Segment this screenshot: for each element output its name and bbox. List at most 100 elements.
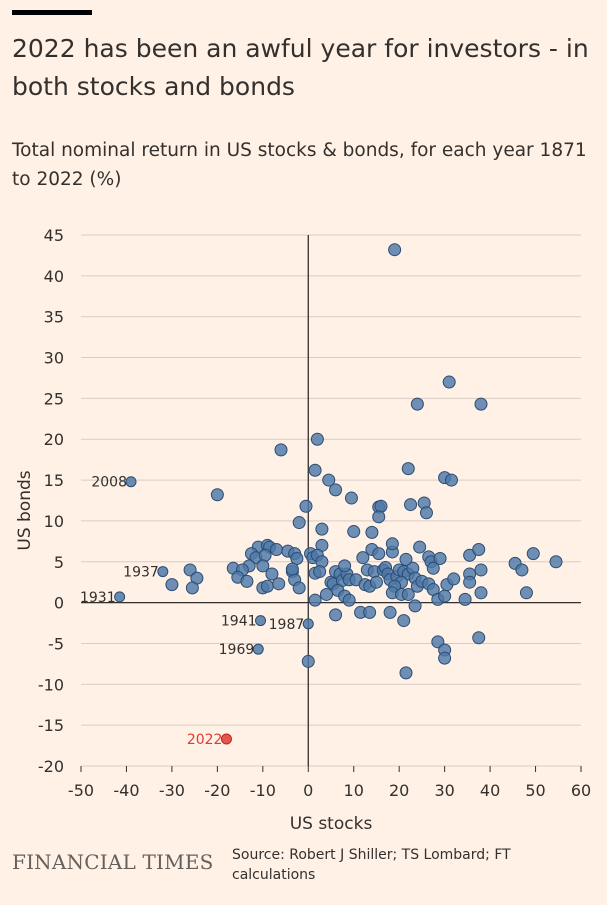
data-point	[329, 483, 343, 497]
x-tick-label: -10	[250, 781, 276, 800]
data-point	[426, 561, 440, 575]
y-tick-label: 20	[44, 430, 64, 449]
data-point	[165, 578, 179, 592]
ft-logo: FINANCIAL TIMES	[12, 850, 214, 874]
data-point	[256, 559, 270, 573]
x-tick-label: 50	[525, 781, 545, 800]
data-point	[397, 614, 411, 628]
x-tick-label: 60	[571, 781, 591, 800]
data-point	[474, 586, 488, 600]
x-tick-label: -30	[159, 781, 185, 800]
data-point	[308, 463, 322, 477]
data-point	[399, 552, 413, 566]
chart-title: 2022 has been an awful year for investor…	[12, 34, 589, 101]
x-tick-label: -50	[68, 781, 94, 800]
data-point	[374, 499, 388, 513]
x-tick-label: 0	[303, 781, 313, 800]
y-tick-label: 15	[44, 471, 64, 490]
data-point	[260, 579, 274, 593]
labeled-data-point	[255, 615, 267, 627]
data-points	[165, 243, 563, 680]
point-annotation: 1969	[219, 642, 255, 658]
source-note: Source: Robert J Shiller; TS Lombard; FT…	[232, 847, 511, 883]
data-point	[315, 522, 329, 536]
data-point	[185, 581, 199, 595]
y-tick-label: -10	[38, 675, 64, 694]
data-point	[372, 510, 386, 524]
y-axis-label: US bonds	[15, 470, 35, 550]
data-point	[258, 548, 272, 562]
data-point	[442, 375, 456, 389]
chart-subtitle: Total nominal return in US stocks & bond…	[12, 140, 587, 190]
data-point	[401, 462, 415, 476]
point-annotation: 1937	[123, 565, 159, 581]
data-point	[458, 592, 472, 606]
data-point	[338, 559, 352, 573]
labeled-data-point	[114, 591, 126, 603]
x-tick-label: 20	[389, 781, 409, 800]
x-tick-label: -20	[204, 781, 230, 800]
data-point	[515, 563, 529, 577]
data-point	[322, 473, 336, 487]
data-point	[308, 593, 322, 607]
y-tick-label: -20	[38, 757, 64, 776]
y-tick-label: 0	[54, 594, 64, 613]
data-point	[444, 473, 458, 487]
data-point	[210, 488, 224, 502]
data-point	[347, 525, 361, 539]
data-point	[472, 631, 486, 645]
data-point	[272, 577, 286, 591]
brand-bar	[12, 10, 92, 15]
y-tick-label: 40	[44, 267, 64, 286]
data-point	[363, 605, 377, 619]
data-point	[404, 498, 418, 512]
data-point	[399, 666, 413, 680]
data-point	[301, 654, 315, 668]
zero-axes	[81, 235, 581, 766]
data-point	[549, 555, 563, 569]
y-tick-label: 5	[54, 553, 64, 572]
data-point	[474, 563, 488, 577]
data-point	[319, 587, 333, 601]
data-point	[292, 581, 306, 595]
data-point	[372, 547, 386, 561]
labeled-data-point	[252, 643, 264, 655]
data-point	[313, 565, 327, 579]
data-point	[408, 599, 422, 613]
labeled-data-point	[125, 476, 137, 488]
point-annotation: 2022	[187, 732, 223, 748]
data-point	[269, 543, 283, 557]
point-annotation: 1931	[80, 590, 116, 606]
y-tick-label: 45	[44, 226, 64, 245]
data-point	[474, 397, 488, 411]
data-point	[240, 574, 254, 588]
data-point	[419, 506, 433, 520]
y-tick-label: 35	[44, 308, 64, 327]
data-point	[285, 562, 299, 576]
x-tick-label: -40	[113, 781, 139, 800]
y-tick-label: -15	[38, 716, 64, 735]
data-point	[383, 605, 397, 619]
labeled-data-point	[302, 618, 314, 630]
data-point	[388, 243, 402, 257]
x-tick-label: 30	[434, 781, 454, 800]
data-point	[344, 491, 358, 505]
y-tick-label: -5	[48, 634, 64, 653]
data-point	[438, 651, 452, 665]
data-point	[433, 552, 447, 566]
data-point	[463, 575, 477, 589]
data-point	[299, 499, 313, 513]
y-tick-labels: -20 -15 -10 -5 0 5 10 15 20 25 30 35 40 45	[38, 226, 64, 776]
data-point	[365, 525, 379, 539]
data-point	[401, 587, 415, 601]
data-point	[463, 548, 477, 562]
data-point	[413, 540, 427, 554]
y-tick-label: 30	[44, 349, 64, 368]
x-axis-label: US stocks	[290, 814, 373, 834]
grid-lines	[81, 234, 581, 767]
point-annotation: 1987	[269, 617, 305, 633]
data-point	[438, 589, 452, 603]
data-point	[310, 432, 324, 446]
point-annotation: 2008	[91, 475, 127, 491]
data-point	[410, 397, 424, 411]
